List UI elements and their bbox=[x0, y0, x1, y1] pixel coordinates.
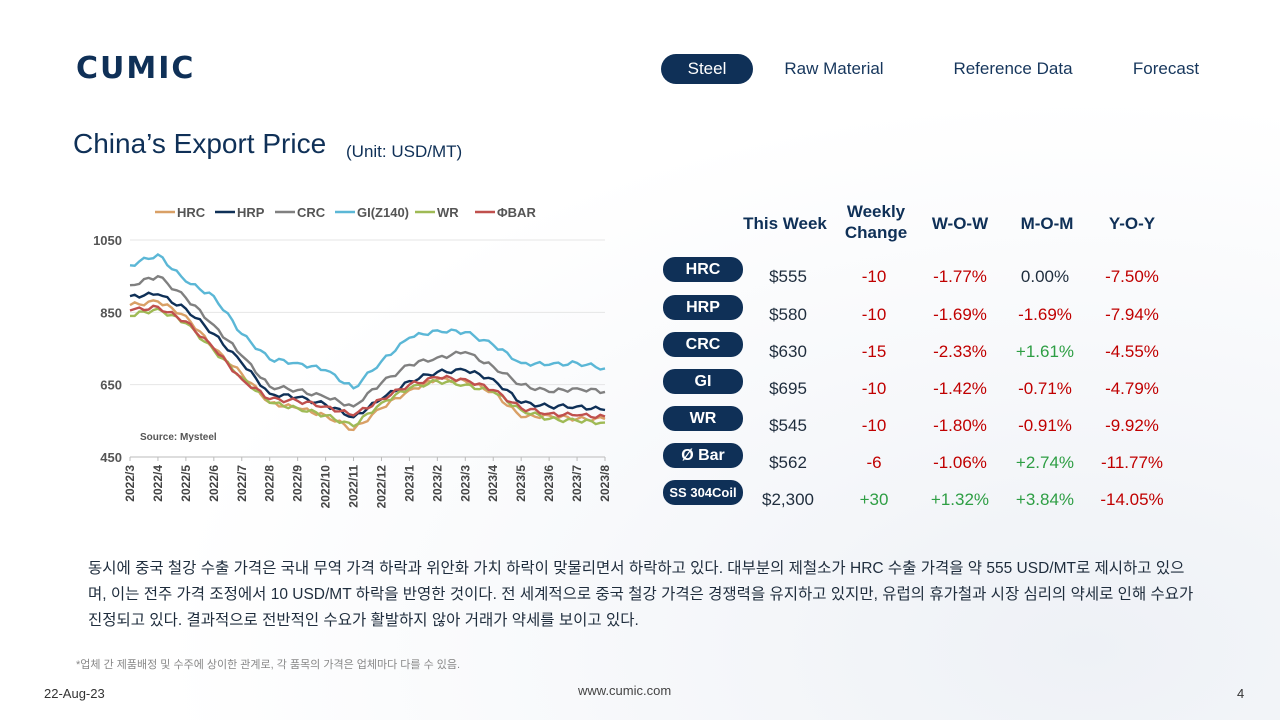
x-tick-label: 2023/5 bbox=[514, 465, 528, 502]
x-tick-label: 2023/1 bbox=[402, 465, 416, 502]
product-pill[interactable]: SS 304Coil bbox=[663, 480, 743, 505]
yoy-cell: -11.77% bbox=[1100, 453, 1164, 472]
cumic-logo[interactable]: CUMIC bbox=[76, 50, 206, 84]
weekly-change-cell: -15 bbox=[861, 342, 887, 361]
unit-label: (Unit: USD/MT) bbox=[346, 142, 463, 161]
nav-tab-reference-data[interactable]: Reference Data bbox=[953, 59, 1073, 78]
yoy-cell: -4.79% bbox=[1105, 379, 1159, 398]
y-tick-label: 450 bbox=[100, 450, 122, 465]
x-tick-label: 2023/6 bbox=[542, 465, 556, 502]
product-pill[interactable]: WR bbox=[663, 406, 743, 431]
legend-label: GI(Z140) bbox=[357, 205, 409, 220]
x-tick-label: 2022/5 bbox=[179, 465, 193, 502]
wow-cell: -1.06% bbox=[933, 453, 987, 472]
product-pill[interactable]: CRC bbox=[663, 332, 743, 357]
wow-cell: +1.32% bbox=[930, 490, 990, 509]
mom-cell: 0.00% bbox=[1020, 267, 1070, 286]
export-price-line-chart: 450 650 850 1050 2022/3 2022/4 2022/5 2022/6 202… bbox=[93, 205, 612, 509]
weekly-change-cell: -6 bbox=[866, 453, 882, 472]
y-tick-label: 850 bbox=[100, 305, 122, 320]
legend-label: WR bbox=[437, 205, 459, 220]
page-title: China’s Export Price bbox=[73, 128, 327, 159]
header-weekly-change: Weekly Change bbox=[844, 202, 908, 242]
yoy-cell: -4.55% bbox=[1105, 342, 1159, 361]
header-mom: M-O-M bbox=[1020, 214, 1074, 233]
wow-cell: -1.42% bbox=[933, 379, 987, 398]
price-cell: $580 bbox=[769, 305, 807, 324]
weekly-change-cell: -10 bbox=[861, 416, 887, 435]
series-line-3 bbox=[129, 253, 606, 390]
yoy-cell: -9.92% bbox=[1105, 416, 1159, 435]
mom-cell: +2.74% bbox=[1015, 453, 1075, 472]
mom-cell: -0.91% bbox=[1018, 416, 1072, 435]
x-tick-label: 2023/3 bbox=[458, 465, 472, 502]
weekly-change-cell: +30 bbox=[859, 490, 889, 509]
x-tick-label: 2022/9 bbox=[291, 465, 305, 502]
x-tick-label: 2023/8 bbox=[598, 465, 612, 502]
footer-url[interactable]: www.cumic.com bbox=[578, 683, 672, 698]
nav-tab-forecast[interactable]: Forecast bbox=[1132, 59, 1200, 78]
footnote: *업체 간 제품배정 및 수주에 상이한 관계로, 각 품목의 가격은 업체마다… bbox=[76, 659, 461, 671]
x-tick-label: 2022/4 bbox=[151, 465, 165, 502]
series-line-2 bbox=[129, 274, 606, 408]
product-pill[interactable]: HRC bbox=[663, 257, 743, 282]
wow-cell: -1.80% bbox=[933, 416, 987, 435]
header-yoy: Y-O-Y bbox=[1108, 214, 1156, 233]
product-pill[interactable]: GI bbox=[663, 369, 743, 394]
yoy-cell: -7.94% bbox=[1105, 305, 1159, 324]
legend-label: HRC bbox=[177, 205, 206, 220]
nav-tab-raw-material[interactable]: Raw Material bbox=[784, 59, 884, 78]
x-tick-label: 2023/7 bbox=[570, 465, 584, 502]
price-cell: $545 bbox=[769, 416, 807, 435]
x-tick-label: 2022/7 bbox=[235, 465, 249, 502]
series-line-5 bbox=[129, 304, 606, 420]
mom-cell: -0.71% bbox=[1018, 379, 1072, 398]
chart-source: Source: Mysteel bbox=[140, 432, 217, 443]
price-cell: $2,300 bbox=[762, 490, 814, 509]
x-tick-label: 2022/11 bbox=[347, 465, 361, 508]
wow-cell: -2.33% bbox=[933, 342, 987, 361]
y-tick-label: 650 bbox=[100, 378, 122, 393]
x-tick-label: 2023/2 bbox=[430, 465, 444, 502]
footer-date: 22-Aug-23 bbox=[44, 686, 105, 701]
x-tick-label: 2023/4 bbox=[486, 465, 500, 502]
commentary-paragraph: 동시에 중국 철강 수출 가격은 국내 무역 가격 하락과 위안화 가치 하락이… bbox=[88, 560, 1194, 629]
page-number: 4 bbox=[1237, 686, 1245, 701]
legend-label: CRC bbox=[297, 205, 326, 220]
product-pill[interactable]: Ø Bar bbox=[663, 443, 743, 468]
mom-cell: +3.84% bbox=[1015, 490, 1075, 509]
header-this-week: This Week bbox=[743, 214, 827, 233]
nav-tab-steel[interactable]: Steel bbox=[661, 54, 753, 84]
x-tick-label: 2022/8 bbox=[263, 465, 277, 502]
legend-label: HRP bbox=[237, 205, 265, 220]
y-tick-label: 1050 bbox=[93, 233, 122, 248]
wow-cell: -1.69% bbox=[933, 305, 987, 324]
price-cell: $695 bbox=[769, 379, 807, 398]
weekly-change-cell: -10 bbox=[861, 267, 887, 286]
price-cell: $555 bbox=[769, 267, 807, 286]
x-tick-label: 2022/6 bbox=[207, 465, 221, 502]
weekly-change-cell: -10 bbox=[861, 305, 887, 324]
wow-cell: -1.77% bbox=[933, 267, 987, 286]
legend-label: ΦBAR bbox=[497, 205, 536, 220]
header-wow: W-O-W bbox=[931, 214, 989, 233]
x-tick-label: 2022/10 bbox=[319, 465, 333, 509]
x-tick-label: 2022/3 bbox=[123, 465, 137, 502]
yoy-cell: -14.05% bbox=[1100, 490, 1164, 509]
price-cell: $630 bbox=[769, 342, 807, 361]
x-tick-label: 2022/12 bbox=[374, 465, 388, 509]
yoy-cell: -7.50% bbox=[1105, 267, 1159, 286]
logo-text: CUMIC bbox=[76, 51, 195, 84]
price-cell: $562 bbox=[769, 453, 807, 472]
mom-cell: +1.61% bbox=[1015, 342, 1075, 361]
mom-cell: -1.69% bbox=[1018, 305, 1072, 324]
product-pill[interactable]: HRP bbox=[663, 295, 743, 320]
weekly-change-cell: -10 bbox=[861, 379, 887, 398]
